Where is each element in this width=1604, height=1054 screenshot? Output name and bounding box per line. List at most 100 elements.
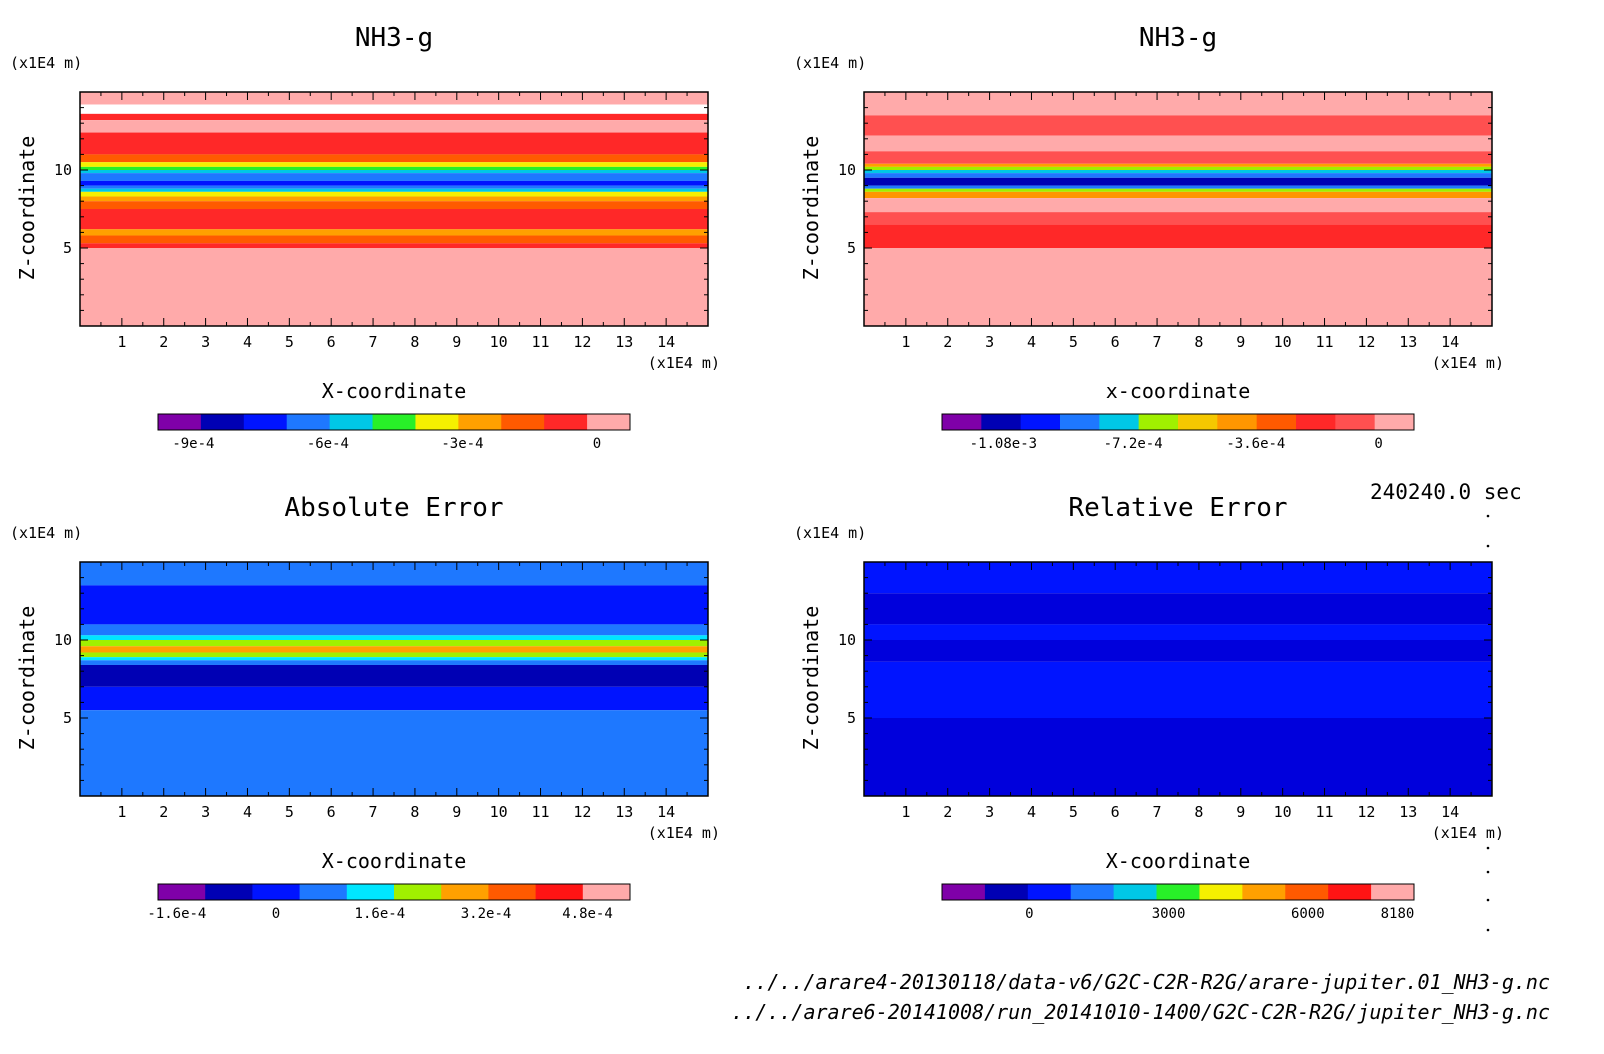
colorbar-frame: [941, 883, 1415, 901]
y-tick-label: 5: [63, 239, 72, 257]
colorbar-label: -1.6e-4: [147, 906, 206, 922]
x-tick-label: 3: [985, 333, 994, 351]
colorbar-swatch-4: [1070, 884, 1115, 900]
contour-band-3: [864, 624, 1492, 640]
x-tick-label: 10: [490, 803, 508, 821]
x-tick-label: 5: [1069, 333, 1078, 351]
x-tick-label: 3: [985, 803, 994, 821]
colorbar-swatch-4: [1060, 414, 1100, 430]
x-tick-label: 14: [1441, 803, 1459, 821]
contour-band-2: [80, 113, 708, 121]
colorbar-swatch-10: [544, 414, 588, 430]
colorbar-swatch-5: [1113, 884, 1158, 900]
colorbar-swatch-2: [200, 414, 245, 430]
y-unit-label: (x1E4 m): [10, 54, 82, 72]
y-tick-label: 5: [847, 239, 856, 257]
colorbar-label: 0: [272, 906, 280, 922]
marker-dot: [1486, 514, 1490, 518]
x-tick-label: 1: [901, 333, 910, 351]
contour-band-1: [80, 562, 708, 586]
colorbar-swatch-4: [299, 884, 348, 900]
contour-field: [864, 562, 1492, 796]
contour-band-16: [864, 248, 1492, 326]
time-label: 240240.0 sec: [1370, 480, 1522, 504]
colorbar-swatch-5: [1099, 414, 1140, 430]
contour-band-7: [80, 166, 708, 170]
contour-band-9: [80, 660, 708, 665]
y-tick-label: 10: [54, 161, 72, 179]
x-tick-label: 5: [1069, 803, 1078, 821]
colorbar-swatch-11: [1371, 884, 1415, 900]
colorbar-swatch-6: [1156, 884, 1200, 900]
contour-band-16: [80, 209, 708, 230]
contour-band-7: [864, 170, 1492, 174]
marker-dot: [1486, 870, 1490, 874]
x-tick-label: 4: [1027, 803, 1036, 821]
contour-band-12: [80, 710, 708, 796]
x-tick-label: 10: [1274, 333, 1292, 351]
colorbar-swatch-9: [1256, 414, 1297, 430]
colorbar-label: -1.08e-3: [970, 436, 1037, 452]
colorbar-swatch-6: [394, 884, 442, 900]
contour-band-5: [864, 163, 1492, 167]
y-unit-label: (x1E4 m): [794, 54, 866, 72]
contour-band-14: [864, 212, 1492, 225]
contour-band-11: [80, 686, 708, 711]
x-tick-label: 6: [327, 803, 336, 821]
x-tick-label: 9: [452, 333, 461, 351]
colorbar-swatch-10: [1296, 414, 1336, 430]
x-tick-label: 14: [657, 803, 675, 821]
x-axis-label: X-coordinate: [322, 379, 467, 403]
colorbar-swatch-8: [1242, 884, 1286, 900]
x-tick-label: 6: [1111, 333, 1120, 351]
colorbar-swatch-1: [942, 884, 986, 900]
colorbar-swatch-8: [1217, 414, 1258, 430]
y-unit-label: (x1E4 m): [794, 524, 866, 542]
colorbar-swatch-7: [441, 884, 489, 900]
contour-band-17: [80, 229, 708, 236]
colorbar-swatch-9: [1285, 884, 1329, 900]
x-tick-label: 6: [1111, 803, 1120, 821]
y-axis-label: Z-coordinate: [799, 136, 823, 281]
contour-band-20: [80, 248, 708, 326]
x-tick-label: 1: [117, 803, 126, 821]
colorbar-swatch-9: [501, 414, 545, 430]
marker-dot: [1486, 898, 1490, 902]
y-tick-label: 10: [54, 631, 72, 649]
y-axis-label: Z-coordinate: [15, 136, 39, 281]
x-tick-label: 1: [901, 803, 910, 821]
contour-band-5: [80, 154, 708, 163]
y-axis-label: Z-coordinate: [15, 606, 39, 751]
colorbar-swatch-2: [205, 884, 253, 900]
x-tick-label: 11: [1316, 803, 1334, 821]
colorbar-label: 4.8e-4: [562, 906, 613, 922]
colorbar-label: 1.6e-4: [355, 906, 406, 922]
y-tick-label: 5: [63, 709, 72, 727]
colorbar-label: 0: [1374, 436, 1382, 452]
contour-band-19: [80, 243, 708, 248]
chart-title: NH3-g: [1139, 23, 1217, 53]
colorbar-label: 8180: [1381, 906, 1415, 922]
x-tick-label: 12: [573, 333, 591, 351]
colorbar-swatch-8: [488, 884, 537, 900]
x-tick-label: 11: [532, 333, 550, 351]
colorbar-swatch-7: [1178, 414, 1218, 430]
contour-band-18: [80, 235, 708, 244]
x-tick-label: 12: [573, 803, 591, 821]
file-path-2: ../../arare6-20141008/run_20141010-1400/…: [731, 1000, 1550, 1024]
colorbar-swatch-9: [535, 884, 584, 900]
contour-band-5: [864, 661, 1492, 718]
contour-band-3: [864, 135, 1492, 152]
x-axis-label: X-coordinate: [1106, 849, 1251, 873]
contour-band-13: [864, 198, 1492, 213]
x-tick-label: 11: [1316, 333, 1334, 351]
colorbar-label: 3000: [1152, 906, 1186, 922]
x-tick-label: 2: [943, 333, 952, 351]
contour-band-14: [80, 196, 708, 202]
colorbar-swatch-3: [252, 884, 301, 900]
y-unit-label: (x1E4 m): [10, 524, 82, 542]
x-tick-label: 10: [490, 333, 508, 351]
colorbar-swatch-6: [372, 414, 416, 430]
chart-title: NH3-g: [355, 23, 433, 53]
